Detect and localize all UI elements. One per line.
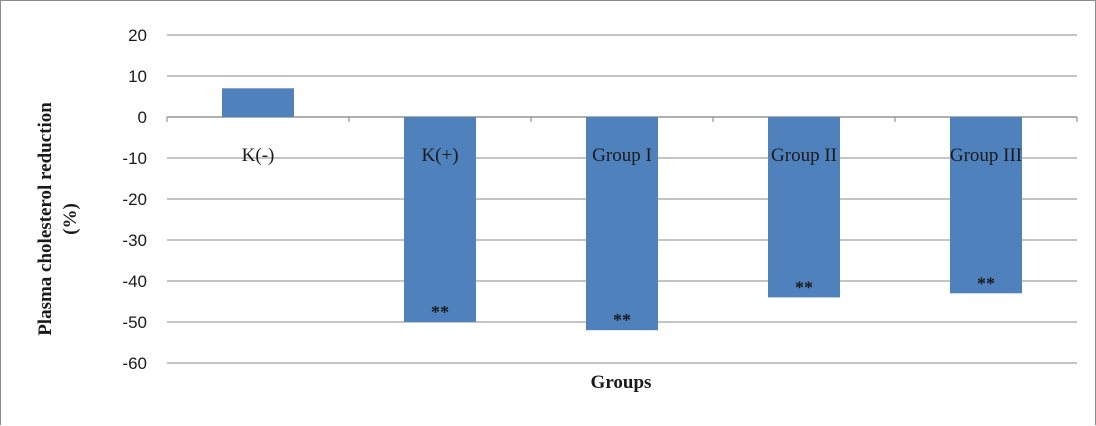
- y-tick-label: -30: [122, 231, 147, 250]
- y-tick-label: -20: [122, 190, 147, 209]
- y-tick-label: -40: [122, 272, 147, 291]
- y-tick-labels: 20 10 0 -10 -20 -30 -40 -50 -60: [122, 26, 147, 373]
- bars: [222, 88, 1022, 331]
- significance-marker: **: [431, 302, 449, 322]
- bar: [950, 117, 1022, 294]
- bar: [222, 88, 294, 117]
- y-tick-label: -60: [122, 354, 147, 373]
- y-tick-label: 0: [138, 108, 147, 127]
- significance-marker: **: [795, 277, 813, 297]
- x-axis-title: Groups: [591, 372, 652, 393]
- bar: [768, 117, 840, 298]
- category-label: Group III: [950, 145, 1022, 166]
- y-tick-label: 20: [128, 26, 147, 45]
- category-label: K(+): [421, 145, 458, 166]
- category-label: K(-): [242, 145, 275, 166]
- bar: [404, 117, 476, 322]
- y-tick-label: -50: [122, 313, 147, 332]
- significance-marker: **: [977, 273, 995, 293]
- significance-markers: ** ** ** **: [431, 273, 995, 330]
- category-label: Group I: [592, 145, 652, 166]
- y-tick-label: -10: [122, 149, 147, 168]
- y-tick-label: 10: [128, 67, 147, 86]
- bar: [586, 117, 658, 331]
- y-axis-title-line2: (%): [60, 203, 81, 235]
- y-axis-title-line1: Plasma cholesterol reduction: [35, 102, 56, 336]
- significance-marker: **: [613, 310, 631, 330]
- category-label: Group II: [771, 145, 837, 166]
- category-labels: K(-) K(+) Group I Group II Group III: [242, 145, 1022, 166]
